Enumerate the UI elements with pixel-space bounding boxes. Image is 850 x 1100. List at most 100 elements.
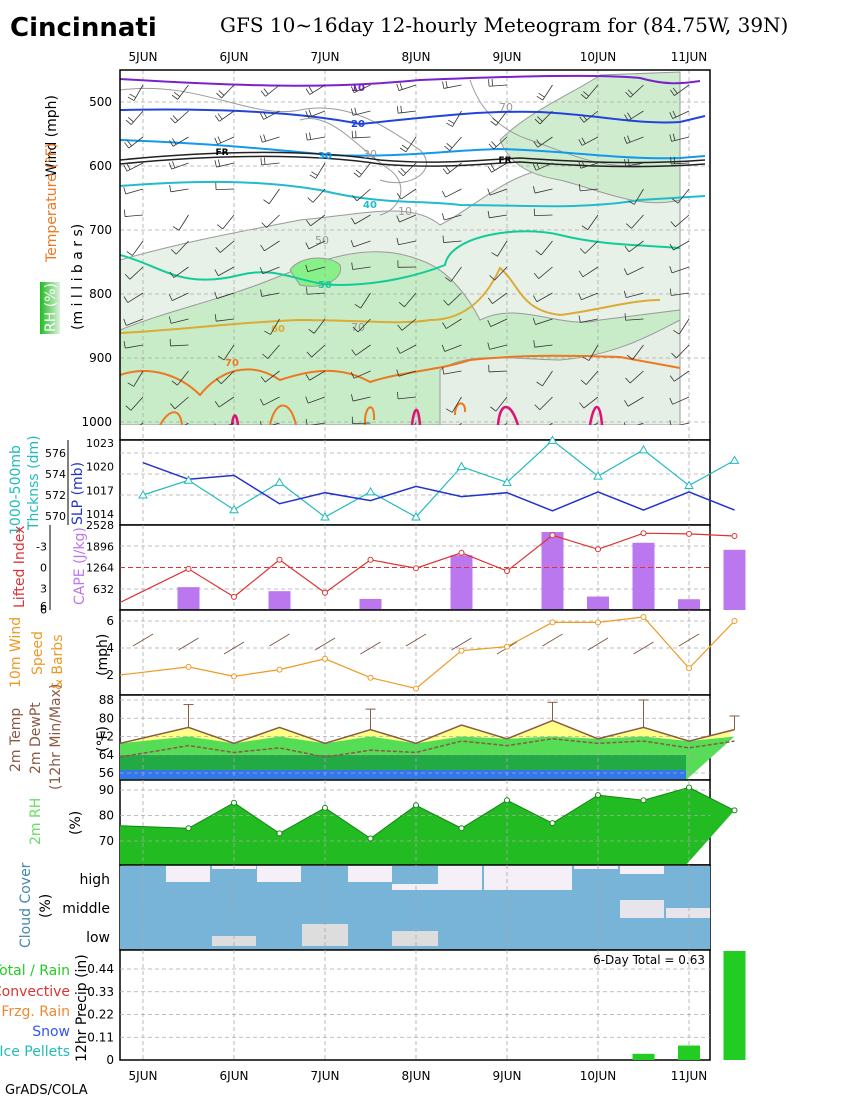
wind-barb-flag: [538, 93, 545, 98]
wind-barb: [548, 422, 553, 425]
cloud-label: Cloud Cover: [18, 862, 34, 948]
wind-barb: [309, 422, 326, 425]
wind-barb: [177, 84, 189, 100]
wind-barb-flag: [442, 168, 448, 175]
rh2m-point: [185, 825, 192, 832]
wind-barb-flag: [214, 137, 218, 145]
rh2m-points: [185, 784, 738, 842]
wind-barb: [673, 240, 690, 251]
wind-barb: [671, 292, 690, 296]
wind-barb: [139, 422, 144, 425]
wind-barb: [443, 84, 462, 89]
wind-barb: [132, 240, 144, 256]
wind-barb: [307, 396, 326, 404]
wind-barb-flag: [672, 198, 679, 204]
wind-barb-flag: [263, 88, 269, 95]
wind-barb: [495, 110, 508, 126]
wind-barb: [219, 110, 235, 122]
wind-barb-flag: [214, 314, 217, 322]
wind-barb-flag: [124, 142, 130, 149]
rh-shading: [120, 71, 681, 425]
wind-barb: [184, 422, 189, 425]
temp-tick: 88: [99, 693, 114, 707]
thickness-point: [547, 435, 558, 444]
wind-barb-flag: [715, 110, 717, 117]
wind10m-barb: [451, 637, 472, 651]
li-label: Lifted Index: [12, 526, 28, 608]
wind-barb-flag: [396, 237, 399, 245]
precip-tick: 0.33: [87, 985, 114, 999]
wind-barb: [352, 266, 371, 270]
wind-barb: [631, 214, 644, 229]
pressure-tick-700: 700: [89, 223, 112, 237]
wind-barb-flag: [259, 267, 264, 274]
wind10m-label-1: 10m Wind: [8, 617, 24, 688]
wind-barb-flag: [263, 111, 268, 118]
wind-barb: [580, 318, 599, 323]
cape-axis: 632 1264 1896 2528: [86, 519, 114, 596]
wind-barb: [534, 344, 553, 348]
wind-barb: [535, 162, 553, 171]
rh2m-line: [119, 786, 735, 840]
wind-barb: [718, 241, 735, 248]
upper-rh-label: RH (%): [43, 283, 59, 332]
thickness-tick: 574: [45, 468, 66, 481]
wind-barb-flag: [669, 89, 675, 96]
wind10m-line: [119, 616, 735, 690]
wind-barb-flag: [263, 199, 270, 205]
wind-barb-flag: [353, 172, 360, 178]
wind-barb: [352, 110, 371, 116]
wind-barb-flag: [396, 347, 401, 354]
wind10m-point: [549, 619, 556, 626]
wind-barb-flag: [715, 242, 718, 248]
wind-barb-flag: [305, 396, 309, 404]
precip-tick: 0.22: [87, 1008, 114, 1022]
wind-barb: [266, 214, 280, 228]
wind-barb: [719, 371, 735, 379]
wind-barb-flag: [715, 264, 716, 271]
wind-barb-flag: [259, 113, 264, 120]
wind-barb-flag: [214, 291, 218, 299]
wind-barb: [671, 266, 690, 274]
wind-barb: [125, 214, 144, 217]
cape-bar: [359, 598, 382, 610]
wind-barb-flag: [716, 132, 717, 139]
cape-tick: 1264: [86, 562, 114, 575]
wind-barb-flag: [627, 135, 631, 143]
wind-barb: [489, 84, 508, 87]
date-label-bottom-2: 7JUN: [311, 1069, 340, 1083]
wind-barb-flag: [172, 226, 180, 231]
rh-contour-label-0: 70: [499, 101, 513, 114]
thickness-tick: 570: [45, 510, 66, 523]
wind-barb: [172, 136, 189, 147]
li-point: [686, 530, 692, 537]
wind-barb-flag: [170, 249, 177, 255]
wind-barb-flag: [623, 290, 627, 298]
wind-barb-flag: [669, 420, 672, 425]
wind-barb-flag: [171, 94, 178, 100]
wind-barb: [125, 344, 144, 349]
wind-barb-flag: [259, 421, 262, 425]
wind10m-point: [595, 619, 601, 626]
wind-barb-flag: [262, 353, 268, 359]
temp2m-panel: 56 64 72 80 88 2m Temp 2m DewPt (12hr Min/Ma…: [8, 684, 740, 790]
wind10m-barb: [405, 633, 427, 647]
wind-barb-flag: [261, 222, 267, 228]
wind-barb: [540, 240, 553, 256]
thickness-point: [229, 504, 239, 514]
wind-barb: [678, 318, 690, 335]
wind10m-label-2: Speed: [30, 631, 46, 675]
wind-barb-flag: [715, 88, 718, 94]
wind-barb-flag: [581, 225, 588, 231]
wind-barb: [399, 214, 417, 223]
wind-barb-flag: [169, 140, 174, 147]
wind-barb-flag: [719, 109, 721, 116]
wind-barb-flag: [396, 391, 399, 399]
slp-tick: 1023: [86, 437, 114, 450]
thickness-point: [320, 512, 330, 521]
wind10m-point: [322, 655, 328, 662]
wind10m-point: [458, 647, 465, 654]
wind-barb: [585, 370, 599, 385]
wind-barb-flag: [217, 136, 222, 144]
